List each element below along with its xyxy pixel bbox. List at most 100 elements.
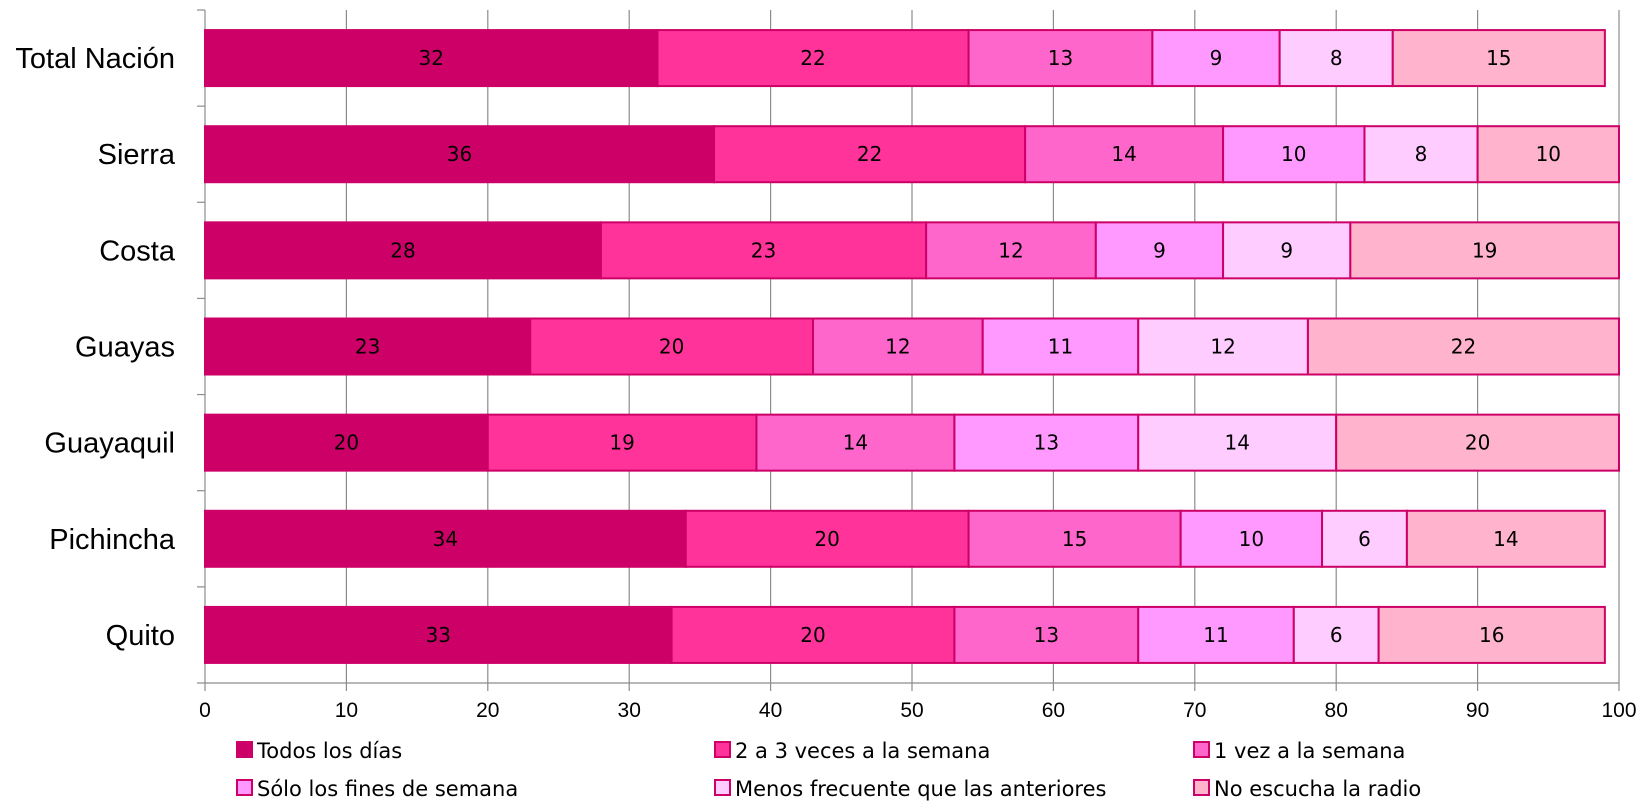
x-tick-label: 60 bbox=[1042, 699, 1065, 722]
data-label: 13 bbox=[1034, 623, 1059, 647]
data-label: 12 bbox=[1210, 335, 1235, 359]
data-label: 23 bbox=[355, 335, 380, 359]
data-label: 16 bbox=[1479, 623, 1504, 647]
x-tick-label: 80 bbox=[1325, 699, 1348, 722]
data-label: 20 bbox=[659, 335, 684, 359]
bar-segment bbox=[1024, 125, 1225, 184]
data-label: 13 bbox=[1048, 46, 1073, 70]
category-label: Costa bbox=[99, 235, 176, 267]
bar-segment bbox=[1349, 221, 1620, 280]
x-tick-label: 0 bbox=[199, 699, 211, 722]
x-tick-label: 70 bbox=[1183, 699, 1206, 722]
bar-segment bbox=[204, 509, 687, 568]
data-label: 13 bbox=[1034, 431, 1059, 455]
legend: Todos los días 2 a 3 veces a la semana 1 v… bbox=[236, 739, 1421, 801]
legend-label: 1 vez a la semana bbox=[1214, 739, 1405, 763]
bar-segment bbox=[1321, 509, 1408, 568]
data-label: 14 bbox=[843, 431, 868, 455]
legend-swatch bbox=[236, 741, 253, 758]
legend-label: Sólo los fines de semana bbox=[257, 777, 518, 801]
category-label: Sierra bbox=[98, 139, 176, 171]
data-label: 28 bbox=[390, 238, 415, 262]
category-label: Pichincha bbox=[49, 524, 176, 556]
bar-segment bbox=[1137, 317, 1309, 376]
bar-segment bbox=[1222, 125, 1366, 184]
data-label: 33 bbox=[426, 623, 451, 647]
data-label: 10 bbox=[1281, 142, 1306, 166]
bar-segment bbox=[1335, 413, 1620, 472]
data-label: 9 bbox=[1153, 238, 1166, 262]
bar-segment bbox=[713, 125, 1027, 184]
legend-swatch bbox=[714, 741, 731, 758]
data-label: 10 bbox=[1536, 142, 1561, 166]
category-label: Quito bbox=[106, 620, 175, 652]
bar-segment bbox=[1306, 317, 1621, 376]
data-label: 32 bbox=[419, 46, 444, 70]
bar-segment bbox=[204, 125, 716, 184]
data-label: 15 bbox=[1062, 527, 1087, 551]
x-tick-label: 100 bbox=[1601, 699, 1636, 722]
bars bbox=[204, 29, 1621, 664]
data-label: 14 bbox=[1224, 431, 1249, 455]
data-label: 20 bbox=[800, 623, 825, 647]
data-label: 22 bbox=[800, 46, 825, 70]
bar-segment bbox=[670, 605, 956, 664]
bar-segment bbox=[953, 413, 1140, 472]
bar-segment bbox=[755, 413, 956, 472]
bar-segment bbox=[204, 221, 602, 280]
data-label: 22 bbox=[857, 142, 882, 166]
bar-segment bbox=[1222, 221, 1352, 280]
legend-swatch bbox=[1193, 741, 1210, 758]
x-tick-label: 50 bbox=[900, 699, 923, 722]
legend-label: 2 a 3 veces a la semana bbox=[735, 739, 990, 763]
legend-label: Menos frecuente que las anteriores bbox=[735, 777, 1106, 801]
legend-swatch bbox=[714, 779, 731, 796]
axes: 0 10 20 30 40 50 60 70 80 90 100 bbox=[197, 9, 1637, 722]
data-label: 8 bbox=[1330, 46, 1343, 70]
bar-segment bbox=[1179, 509, 1324, 568]
data-label: 19 bbox=[1472, 238, 1497, 262]
legend-swatch bbox=[1193, 779, 1210, 796]
bar-segment bbox=[204, 413, 489, 472]
data-label: 11 bbox=[1048, 335, 1073, 359]
bar-segment bbox=[953, 605, 1140, 664]
bar-segment bbox=[1405, 509, 1606, 568]
bar-segment bbox=[656, 29, 970, 88]
data-label: 12 bbox=[885, 335, 910, 359]
bar-segment bbox=[967, 509, 1182, 568]
bar-segment bbox=[599, 221, 928, 280]
legend-label: Todos los días bbox=[256, 739, 402, 763]
data-label: 20 bbox=[814, 527, 839, 551]
x-tick-label: 10 bbox=[335, 699, 358, 722]
bar-segment bbox=[925, 221, 1097, 280]
bar-segment bbox=[812, 317, 984, 376]
bar-segment bbox=[204, 605, 673, 664]
bar-segment bbox=[1391, 29, 1606, 88]
data-label: 14 bbox=[1111, 142, 1136, 166]
data-label: 6 bbox=[1358, 527, 1371, 551]
category-label: Guayas bbox=[75, 332, 175, 364]
category-label: Total Nación bbox=[15, 43, 175, 75]
data-label: 9 bbox=[1210, 46, 1223, 70]
bar-segment bbox=[1094, 221, 1225, 280]
data-label: 20 bbox=[334, 431, 359, 455]
data-label: 20 bbox=[1465, 431, 1490, 455]
bar-segment bbox=[1151, 29, 1281, 88]
data-label: 11 bbox=[1203, 623, 1228, 647]
x-tick-label: 40 bbox=[759, 699, 782, 722]
bar-segment bbox=[204, 29, 659, 88]
bar-segment bbox=[204, 317, 532, 376]
bar-segment bbox=[1377, 605, 1606, 664]
category-label: Guayaquil bbox=[44, 428, 175, 460]
bar-segment bbox=[1292, 605, 1380, 664]
data-label: 9 bbox=[1280, 238, 1293, 262]
data-label: 36 bbox=[447, 142, 472, 166]
data-label: 14 bbox=[1493, 527, 1518, 551]
data-label: 19 bbox=[609, 431, 634, 455]
x-tick-label: 30 bbox=[618, 699, 641, 722]
x-tick-label: 20 bbox=[476, 699, 499, 722]
data-label: 15 bbox=[1486, 46, 1511, 70]
x-tick-label: 90 bbox=[1466, 699, 1489, 722]
data-label: 34 bbox=[433, 527, 458, 551]
